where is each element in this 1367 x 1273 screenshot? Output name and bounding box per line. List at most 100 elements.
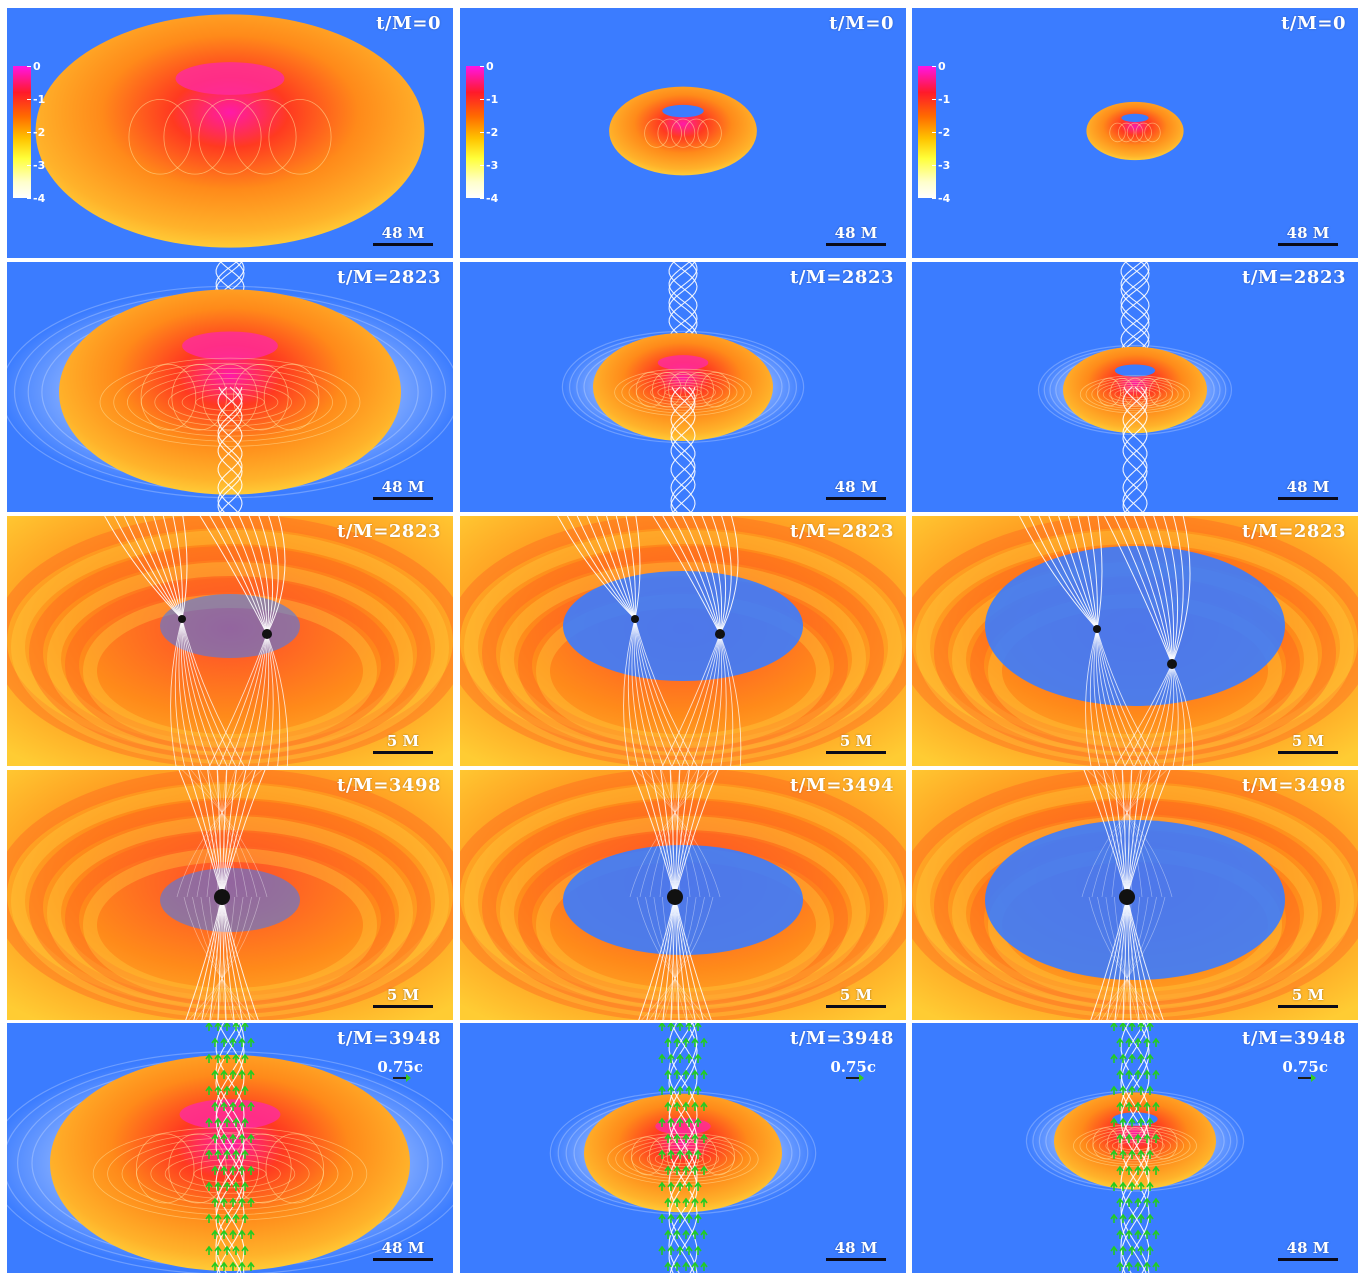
velocity-arrow — [214, 1213, 222, 1223]
field-line-bh2-down — [228, 633, 268, 766]
velocity-arrow — [232, 1023, 240, 1031]
haze-ring — [7, 1051, 453, 1273]
velocity-arrow — [682, 1133, 690, 1143]
haze-ring — [549, 1091, 817, 1215]
field-line-bh2-down — [238, 633, 268, 766]
field-line — [615, 1135, 751, 1182]
cone-field-line — [670, 896, 680, 1020]
velocity-arrow — [1128, 1117, 1136, 1127]
colorbar-tick: 0 — [27, 60, 41, 73]
field-line — [1098, 1134, 1172, 1158]
simulation-render — [1086, 101, 1184, 161]
velocity-arrow — [229, 1197, 237, 1207]
time-label: t/M=3498 — [1242, 775, 1346, 796]
field-line-bh2-up — [719, 516, 739, 635]
simulation-render — [1025, 1023, 1245, 1273]
cone-field-line — [188, 770, 223, 898]
field-line-bh2-up — [1143, 516, 1173, 665]
scale-bar — [373, 243, 433, 246]
cone-field-line — [1113, 896, 1139, 1020]
cone-field-line — [1114, 896, 1128, 1020]
field-line — [195, 393, 265, 411]
jet-field-line — [215, 1023, 245, 1273]
field-line — [99, 357, 361, 447]
scale-label: 5 M — [1291, 732, 1325, 750]
cone-field-line — [1115, 896, 1141, 1020]
cone-field-line — [1098, 896, 1128, 1020]
velocity-arrow — [1137, 1149, 1145, 1159]
velocity-arrow — [1110, 1023, 1118, 1031]
velocity-arrow — [205, 1245, 213, 1255]
cone-field-line — [1126, 896, 1148, 1020]
simulation-render — [609, 86, 757, 176]
cone-field-line — [1088, 896, 1161, 1020]
velocity-arrow — [220, 1069, 228, 1079]
velocity-arrow — [673, 1101, 681, 1111]
velocity-arrow — [1146, 1181, 1154, 1191]
fluid-swirl — [65, 578, 395, 752]
cavity — [160, 868, 300, 932]
velocity-arrow — [223, 1213, 231, 1223]
velocity-arrow — [694, 1023, 702, 1031]
panel-r5-c3: t/M=3948 48 M 0.75c — [912, 1023, 1358, 1273]
fluid-swirl — [500, 562, 866, 756]
time-label: t/M=0 — [1281, 13, 1346, 34]
field-line — [621, 371, 745, 414]
velocity-arrow — [664, 1261, 672, 1271]
velocity-legend: 0.75c — [1282, 1059, 1328, 1082]
velocity-arrow — [700, 1101, 708, 1111]
field-line-bh2-down — [1114, 663, 1173, 766]
velocity-arrow — [664, 1197, 672, 1207]
colorbar-tick: -3 — [931, 159, 951, 172]
field-line-bh1-down — [181, 618, 220, 766]
velocity-arrow — [691, 1229, 699, 1239]
velocity-arrow — [676, 1053, 684, 1063]
field-line-bh1-up — [625, 516, 636, 620]
velocity-arrow — [1116, 1197, 1124, 1207]
cone-field-line — [221, 896, 243, 1020]
velocity-arrow — [205, 1181, 213, 1191]
velocity-arrow — [1146, 1053, 1154, 1063]
fluid-swirl — [7, 516, 453, 766]
scale-bar — [1278, 243, 1338, 246]
velocity-arrow — [691, 1165, 699, 1175]
field-line-bh1-down — [181, 618, 237, 766]
velocity-arrow — [1116, 1261, 1124, 1271]
cone-field-line — [1126, 770, 1142, 898]
field-line-bh2-up — [711, 516, 727, 635]
field-line-bh2-up — [1103, 516, 1173, 665]
cavity — [563, 571, 803, 681]
velocity-arrow — [1137, 1085, 1145, 1095]
velocity-arrow — [214, 1053, 222, 1063]
field-loop — [657, 118, 682, 148]
simulation-render — [35, 14, 425, 248]
cone-field-line — [190, 770, 258, 898]
velocity-arrow-icon — [846, 1074, 865, 1082]
jet-field-line — [217, 386, 243, 512]
torus-hole — [175, 62, 285, 95]
torus-hole — [179, 1099, 281, 1130]
field-line-bh2-up — [662, 516, 721, 635]
field-line-bh2-up — [691, 516, 721, 635]
scale-label: 5 M — [1291, 986, 1325, 1004]
panel-r4-c1: t/M=3498 5 M — [7, 770, 453, 1020]
velocity-arrow — [658, 1053, 666, 1063]
velocity-arrow — [1137, 1181, 1145, 1191]
cone-field-line — [1086, 770, 1173, 898]
velocity-arrow — [238, 1037, 246, 1047]
field-line — [1097, 381, 1173, 407]
cone-field-line — [201, 896, 223, 1020]
field-line — [623, 1138, 743, 1179]
velocity-arrow — [685, 1245, 693, 1255]
velocity-arrow — [682, 1101, 690, 1111]
colorbar-tick: -2 — [931, 126, 951, 139]
velocity-arrow — [700, 1229, 708, 1239]
fluid-swirl — [518, 832, 848, 1006]
field-line-bh1-down — [181, 618, 228, 766]
velocity-arrow — [229, 1037, 237, 1047]
velocity-arrow-icon — [393, 1074, 412, 1082]
scale-bar — [373, 1005, 433, 1008]
colorbar-tick: -2 — [479, 126, 499, 139]
cone-field-line — [1126, 896, 1156, 1020]
velocity-arrow — [700, 1197, 708, 1207]
